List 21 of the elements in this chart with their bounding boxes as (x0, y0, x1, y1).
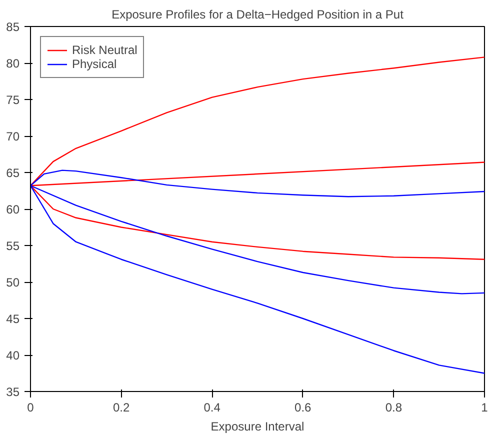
y-tick-label: 75 (6, 93, 20, 107)
y-tick-label: 60 (6, 202, 20, 216)
y-tick-label: 70 (6, 130, 20, 144)
x-tick-label: 1 (481, 400, 488, 414)
x-tick-label: 0.4 (204, 400, 221, 414)
y-tick-label: 85 (6, 20, 20, 34)
x-tick-label: 0.2 (112, 400, 130, 414)
y-tick-label: 65 (6, 166, 20, 180)
legend-label: Risk Neutral (72, 43, 138, 57)
y-tick-label: 55 (6, 239, 20, 253)
y-tick-label: 45 (6, 312, 20, 326)
x-tick-label: 0.8 (385, 400, 402, 414)
chart-title: Exposure Profiles for a Delta−Hedged Position in a Put (112, 8, 404, 22)
y-tick-label: 40 (6, 348, 20, 362)
y-tick-label: 50 (6, 276, 20, 290)
x-axis-title: Exposure Interval (210, 420, 304, 434)
y-tick-label: 35 (6, 385, 20, 399)
x-tick-label: 0 (27, 400, 34, 414)
x-tick-label: 0.6 (294, 400, 312, 414)
y-tick-label: 80 (6, 56, 20, 70)
legend-label: Physical (72, 57, 117, 71)
